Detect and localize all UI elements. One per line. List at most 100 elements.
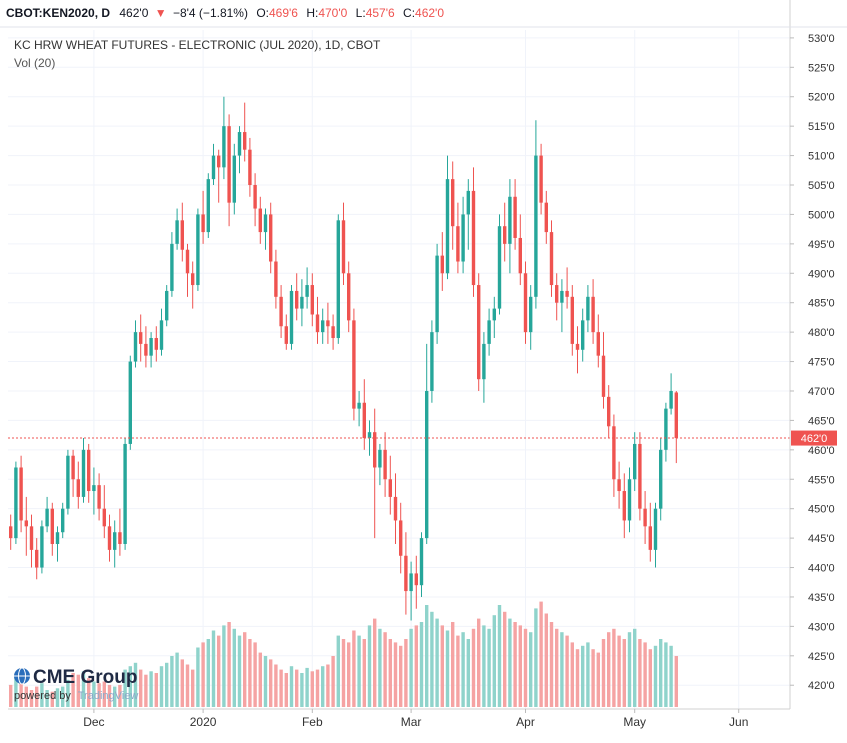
candle bbox=[633, 432, 637, 492]
tradingview-brand: TradingView bbox=[78, 690, 139, 702]
candle-body bbox=[159, 320, 164, 350]
candle bbox=[461, 196, 465, 274]
volume-bar bbox=[165, 662, 169, 707]
candle-body bbox=[175, 220, 179, 244]
volume-bar bbox=[201, 642, 205, 707]
candle bbox=[35, 538, 39, 580]
volume-bar bbox=[393, 642, 398, 707]
candle-body bbox=[185, 249, 190, 274]
candle bbox=[487, 308, 491, 356]
volume-bar bbox=[45, 690, 49, 707]
candle-body bbox=[575, 343, 580, 350]
candle bbox=[76, 461, 80, 509]
candle bbox=[331, 314, 335, 350]
volume-bar bbox=[586, 642, 590, 707]
volume-bar bbox=[321, 666, 325, 707]
volume-bar bbox=[513, 622, 517, 707]
volume-bar bbox=[14, 676, 18, 707]
candle-body bbox=[300, 296, 304, 309]
candle bbox=[170, 232, 174, 297]
candle bbox=[596, 314, 600, 368]
volume-bar bbox=[35, 686, 39, 707]
candle-body bbox=[29, 526, 34, 550]
candle bbox=[607, 385, 611, 439]
candle bbox=[263, 208, 268, 250]
volume-bar bbox=[222, 625, 226, 707]
candle bbox=[534, 120, 538, 309]
close-value: 462'0 bbox=[415, 6, 444, 20]
volume-bar bbox=[565, 635, 569, 707]
volume-bar bbox=[612, 628, 616, 707]
volume-bar bbox=[133, 662, 138, 707]
candle-body bbox=[549, 232, 554, 286]
candle-body bbox=[263, 214, 268, 233]
volume-legend: Vol (20) bbox=[14, 56, 55, 70]
volume-bar bbox=[404, 639, 408, 707]
price-axis-bg[interactable] bbox=[790, 0, 847, 743]
candle-body bbox=[45, 508, 49, 527]
volume-bar bbox=[601, 639, 606, 707]
volume-bar bbox=[289, 666, 294, 707]
volume-bar bbox=[482, 625, 486, 707]
candle bbox=[71, 449, 75, 497]
volume-bar bbox=[300, 673, 304, 707]
volume-bar bbox=[217, 635, 221, 707]
volume-bar bbox=[669, 645, 673, 707]
candle bbox=[674, 390, 678, 464]
gridlines bbox=[8, 30, 790, 709]
volume-bar bbox=[263, 656, 268, 707]
candle-body bbox=[653, 508, 658, 550]
volume-bar bbox=[144, 674, 148, 707]
candle-body bbox=[55, 532, 60, 544]
volume-bar bbox=[87, 678, 91, 707]
volume-bar bbox=[326, 664, 330, 707]
y-tick-label: 465'0 bbox=[808, 415, 835, 427]
candle-body bbox=[456, 226, 460, 262]
candle bbox=[248, 137, 252, 197]
volume-bar bbox=[232, 628, 236, 707]
volume-bar bbox=[253, 642, 257, 707]
candle-body bbox=[154, 338, 158, 350]
candle bbox=[622, 473, 626, 539]
volume-bar bbox=[534, 608, 538, 707]
candle-body bbox=[430, 332, 434, 391]
candle-body bbox=[612, 426, 616, 480]
volume-bar bbox=[9, 684, 13, 707]
volume-bar bbox=[419, 622, 424, 707]
candle-body bbox=[87, 449, 91, 492]
candle-body bbox=[404, 555, 408, 592]
candle-body bbox=[362, 402, 366, 439]
candle-body bbox=[326, 320, 330, 327]
candle-body bbox=[71, 455, 75, 480]
candle bbox=[373, 408, 377, 539]
candle bbox=[50, 502, 54, 556]
candle bbox=[300, 279, 304, 327]
candle-body bbox=[513, 196, 517, 238]
candle-body bbox=[523, 273, 528, 333]
candle bbox=[305, 267, 309, 309]
candle-body bbox=[534, 155, 538, 297]
candle bbox=[513, 179, 517, 250]
volume-bar bbox=[61, 686, 65, 707]
candles bbox=[9, 96, 678, 621]
candle-body bbox=[638, 443, 642, 509]
candle bbox=[388, 455, 392, 515]
candle-body bbox=[357, 402, 361, 409]
candle bbox=[55, 526, 60, 562]
volume-bar bbox=[243, 632, 247, 707]
candle-body bbox=[529, 296, 533, 333]
x-tick-label: Dec bbox=[83, 715, 104, 729]
candle-body bbox=[560, 290, 564, 303]
candle-body bbox=[497, 226, 502, 309]
candle-body bbox=[123, 443, 127, 544]
open-value: 469'6 bbox=[269, 6, 298, 20]
candle bbox=[232, 143, 236, 215]
y-tick-label: 455'0 bbox=[808, 474, 835, 486]
cme-logo: CME Group bbox=[14, 667, 138, 688]
volume-bar bbox=[664, 642, 668, 707]
candle bbox=[508, 179, 512, 274]
candle bbox=[253, 173, 257, 227]
candle-body bbox=[503, 226, 507, 244]
volume-bar bbox=[643, 642, 647, 707]
